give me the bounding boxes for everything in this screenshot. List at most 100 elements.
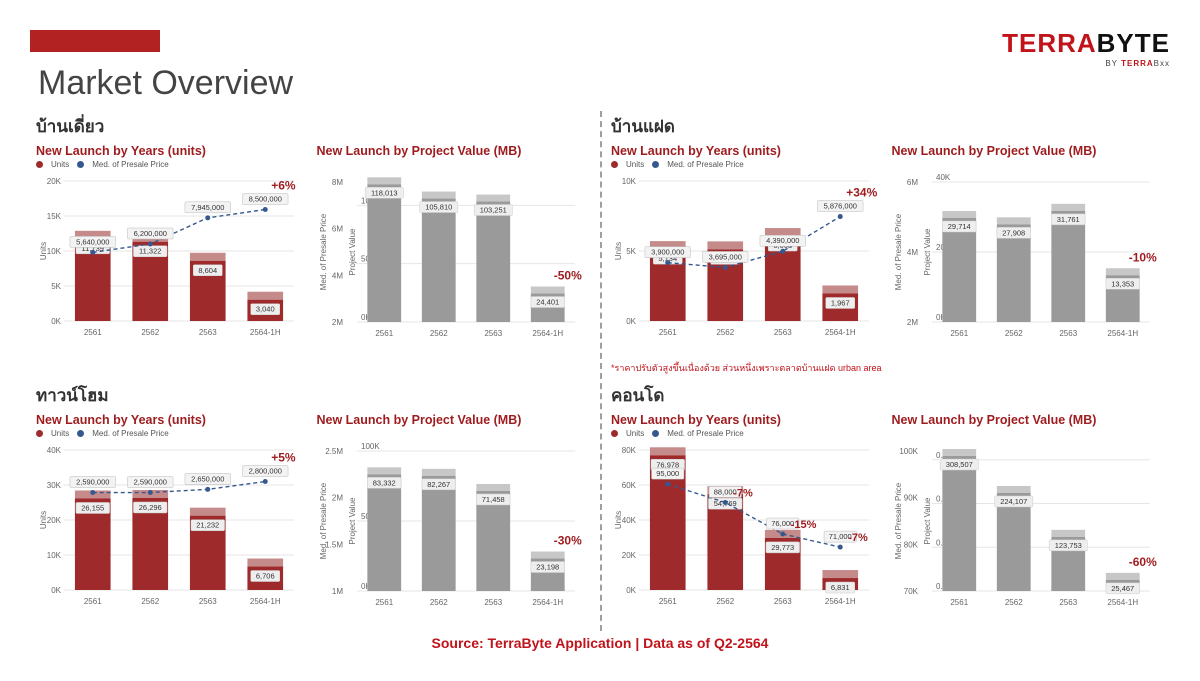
svg-text:+6%: +6% bbox=[271, 179, 296, 193]
footnote: *ราคาปรับตัวสูงขึ้นเนื่องด้วย ส่วนหนึ่งเ… bbox=[611, 363, 884, 374]
value-chart: 0K50K100K2M4M6M8MMed. of Presale PricePr… bbox=[317, 172, 590, 362]
svg-text:-7%: -7% bbox=[848, 532, 868, 544]
svg-text:4M: 4M bbox=[906, 248, 917, 257]
svg-text:2M: 2M bbox=[906, 318, 917, 327]
svg-text:2561: 2561 bbox=[375, 329, 393, 338]
svg-text:2561: 2561 bbox=[659, 597, 677, 606]
svg-text:2563: 2563 bbox=[484, 329, 502, 338]
svg-text:70K: 70K bbox=[903, 587, 918, 596]
svg-text:2564-1H: 2564-1H bbox=[250, 597, 281, 606]
svg-text:6,706: 6,706 bbox=[256, 571, 275, 580]
svg-text:-15%: -15% bbox=[791, 519, 817, 531]
units-chart: 0K10K20K30K40KUnits26,155256126,29625622… bbox=[36, 440, 309, 630]
svg-text:6,831: 6,831 bbox=[831, 583, 850, 592]
svg-text:20K: 20K bbox=[622, 551, 637, 560]
svg-text:25,467: 25,467 bbox=[1111, 584, 1134, 593]
section-title: บ้านแฝด bbox=[611, 113, 1164, 140]
legend: Units Med. of Presale Price bbox=[36, 429, 309, 438]
svg-text:95,000: 95,000 bbox=[656, 469, 679, 478]
svg-text:80K: 80K bbox=[622, 446, 637, 455]
svg-text:4M: 4M bbox=[331, 271, 342, 280]
svg-text:2561: 2561 bbox=[659, 328, 677, 337]
quadrant-q1: บ้านเดี่ยว New Launch by Years (units) U… bbox=[30, 111, 595, 374]
svg-text:Project Value: Project Value bbox=[348, 497, 357, 545]
svg-text:82,267: 82,267 bbox=[427, 480, 450, 489]
svg-text:3,695,000: 3,695,000 bbox=[709, 252, 742, 261]
svg-text:+5%: +5% bbox=[271, 450, 296, 464]
svg-text:2561: 2561 bbox=[84, 597, 102, 606]
svg-text:10K: 10K bbox=[47, 247, 62, 256]
svg-text:2563: 2563 bbox=[1059, 329, 1077, 338]
svg-text:224,107: 224,107 bbox=[1000, 497, 1027, 506]
logo-text-2: BYTE bbox=[1097, 28, 1170, 58]
svg-text:100K: 100K bbox=[899, 447, 918, 456]
chart-title-value: New Launch by Project Value (MB) bbox=[317, 144, 590, 158]
svg-text:2,650,000: 2,650,000 bbox=[191, 474, 224, 483]
svg-text:6M: 6M bbox=[331, 225, 342, 234]
logo-text-1: TERRA bbox=[1002, 28, 1097, 58]
svg-text:2564-1H: 2564-1H bbox=[825, 597, 856, 606]
section-title: คอนโด bbox=[611, 382, 1164, 409]
section-title: บ้านเดี่ยว bbox=[36, 113, 589, 140]
units-chart: 0K20K40K60K80KUnits76,978256154,76925622… bbox=[611, 440, 884, 630]
svg-text:20K: 20K bbox=[47, 516, 62, 525]
svg-text:Med. of Presale Price: Med. of Presale Price bbox=[894, 213, 903, 290]
source-line: Source: TerraByte Application | Data as … bbox=[30, 635, 1170, 651]
svg-text:10K: 10K bbox=[622, 177, 637, 186]
svg-text:2,800,000: 2,800,000 bbox=[249, 466, 282, 475]
svg-text:2561: 2561 bbox=[950, 329, 968, 338]
chart-grid: บ้านเดี่ยว New Launch by Years (units) U… bbox=[30, 111, 1170, 631]
svg-text:24,401: 24,401 bbox=[536, 298, 559, 307]
svg-text:Units: Units bbox=[614, 511, 623, 529]
chart-title-units: New Launch by Years (units) bbox=[611, 413, 884, 427]
svg-text:2.5M: 2.5M bbox=[325, 447, 343, 456]
svg-text:103,251: 103,251 bbox=[479, 206, 506, 215]
quadrant-q4: คอนโด New Launch by Years (units) Units … bbox=[605, 380, 1170, 631]
svg-text:1M: 1M bbox=[331, 587, 342, 596]
svg-text:2562: 2562 bbox=[1004, 598, 1022, 607]
svg-text:Med. of Presale Price: Med. of Presale Price bbox=[894, 482, 903, 559]
svg-text:5K: 5K bbox=[626, 247, 636, 256]
svg-text:2563: 2563 bbox=[1059, 598, 1077, 607]
svg-text:Med. of Presale Price: Med. of Presale Price bbox=[319, 213, 328, 290]
svg-text:90K: 90K bbox=[903, 493, 918, 502]
units-chart: 0K5K10KUnits5,13425615,11725626,06825631… bbox=[611, 171, 884, 361]
svg-text:2561: 2561 bbox=[84, 328, 102, 337]
svg-text:2561: 2561 bbox=[375, 598, 393, 607]
svg-text:6,200,000: 6,200,000 bbox=[134, 229, 167, 238]
svg-text:2564-1H: 2564-1H bbox=[532, 329, 563, 338]
svg-text:105,810: 105,810 bbox=[425, 203, 452, 212]
accent-bar bbox=[30, 30, 160, 52]
svg-text:29,773: 29,773 bbox=[771, 543, 794, 552]
chart-title-value: New Launch by Project Value (MB) bbox=[892, 144, 1165, 158]
svg-text:2562: 2562 bbox=[716, 597, 734, 606]
svg-text:6M: 6M bbox=[906, 178, 917, 187]
chart-title-units: New Launch by Years (units) bbox=[36, 144, 309, 158]
svg-text:2563: 2563 bbox=[484, 598, 502, 607]
quadrant-q2: บ้านแฝด New Launch by Years (units) Unit… bbox=[605, 111, 1170, 374]
svg-text:0K: 0K bbox=[626, 586, 636, 595]
legend: Units Med. of Presale Price bbox=[36, 160, 309, 169]
svg-text:-50%: -50% bbox=[553, 269, 581, 283]
svg-text:Med. of Presale Price: Med. of Presale Price bbox=[319, 482, 328, 559]
svg-text:80K: 80K bbox=[903, 540, 918, 549]
value-chart: 0K50K100K1M1.5M2M2.5MMed. of Presale Pri… bbox=[317, 441, 590, 631]
svg-text:40K: 40K bbox=[936, 173, 951, 182]
svg-text:3,040: 3,040 bbox=[256, 305, 275, 314]
svg-text:40K: 40K bbox=[622, 516, 637, 525]
value-chart: 0.0M0.1M0.2M0.3M70K80K90K100KMed. of Pre… bbox=[892, 441, 1165, 631]
svg-text:27,908: 27,908 bbox=[1002, 228, 1025, 237]
svg-text:Units: Units bbox=[39, 511, 48, 529]
svg-text:0K: 0K bbox=[51, 586, 61, 595]
svg-text:10K: 10K bbox=[47, 551, 62, 560]
svg-text:71,458: 71,458 bbox=[481, 495, 504, 504]
svg-text:21,232: 21,232 bbox=[196, 520, 219, 529]
svg-text:118,013: 118,013 bbox=[370, 188, 397, 197]
svg-text:29,714: 29,714 bbox=[947, 222, 970, 231]
svg-text:40K: 40K bbox=[47, 446, 62, 455]
legend: Units Med. of Presale Price bbox=[611, 429, 884, 438]
svg-text:2563: 2563 bbox=[774, 597, 792, 606]
svg-text:2564-1H: 2564-1H bbox=[250, 328, 281, 337]
svg-text:20K: 20K bbox=[47, 177, 62, 186]
svg-text:31,761: 31,761 bbox=[1056, 215, 1079, 224]
